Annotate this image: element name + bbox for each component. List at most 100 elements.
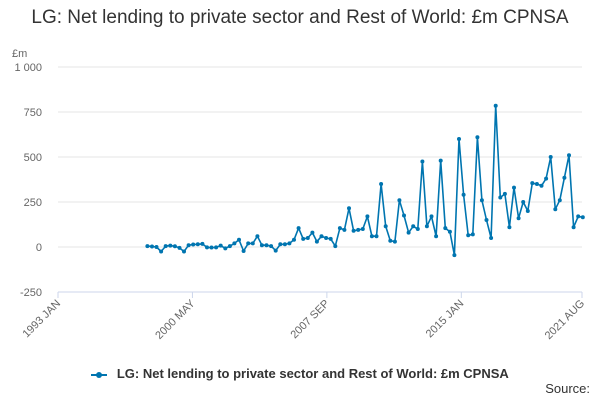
data-point <box>397 198 402 203</box>
data-point <box>521 200 526 204</box>
x-tick-label: 2000 MAY <box>153 297 198 342</box>
data-point <box>324 236 329 240</box>
data-point <box>223 246 228 251</box>
x-tick-label: 2021 AUG <box>543 298 587 342</box>
data-point <box>250 241 255 246</box>
data-point <box>186 243 191 248</box>
data-point <box>402 213 406 218</box>
data-point <box>292 237 296 242</box>
data-point <box>452 253 457 258</box>
data-point <box>489 236 494 240</box>
data-point <box>182 249 186 254</box>
data-point <box>379 182 384 186</box>
data-point <box>232 241 237 246</box>
data-point <box>406 230 411 235</box>
data-point <box>544 176 549 181</box>
data-point <box>347 206 351 211</box>
data-point <box>342 227 347 232</box>
data-point <box>434 234 439 239</box>
legend-label: LG: Net lending to private sector and Re… <box>116 366 509 381</box>
data-point <box>475 135 480 140</box>
data-point <box>328 236 333 241</box>
data-point <box>571 225 576 230</box>
y-tick-label: 1 000 <box>14 62 42 74</box>
data-point <box>516 216 521 221</box>
data-point <box>553 207 558 212</box>
data-point <box>200 241 205 246</box>
data-point <box>172 244 177 249</box>
data-point <box>466 233 471 238</box>
data-point <box>145 244 150 249</box>
data-point <box>273 248 278 253</box>
data-point <box>493 103 498 108</box>
data-point <box>205 245 209 250</box>
data-point <box>374 234 379 239</box>
y-tick-label: -250 <box>20 287 42 299</box>
data-point <box>287 241 292 246</box>
data-point <box>383 224 388 229</box>
chart-title: LG: Net lending to private sector and Re… <box>31 7 569 28</box>
data-point <box>319 234 324 239</box>
data-point <box>557 198 562 203</box>
data-point <box>388 238 393 243</box>
data-point <box>461 192 466 197</box>
data-point <box>470 232 475 237</box>
data-point <box>337 226 342 231</box>
data-point <box>177 245 182 250</box>
data-point <box>296 226 301 231</box>
data-point <box>163 244 168 249</box>
data-point <box>214 245 219 250</box>
data-point <box>539 183 544 188</box>
y-tick-label: 500 <box>24 152 42 164</box>
series-line <box>147 104 583 256</box>
x-tick-label: 2007 SEP <box>288 298 332 342</box>
y-tick-labels: -250 0 250 500 750 1 000 <box>14 62 42 299</box>
series-group <box>145 103 585 258</box>
data-point <box>191 242 196 247</box>
data-point <box>305 236 310 240</box>
data-point <box>534 182 539 186</box>
data-point <box>278 242 283 247</box>
data-point <box>498 195 503 200</box>
data-point <box>168 243 173 248</box>
data-point <box>576 214 581 219</box>
legend[interactable]: LG: Net lending to private sector and Re… <box>0 366 600 381</box>
y-gridlines <box>58 66 582 293</box>
data-point <box>237 237 241 242</box>
data-point <box>301 236 306 241</box>
data-point <box>525 209 530 213</box>
data-point <box>154 245 159 249</box>
y-tick-label: 250 <box>24 197 42 209</box>
data-point <box>241 249 246 253</box>
source-label: Source: <box>545 381 590 396</box>
data-point <box>369 234 374 239</box>
data-point <box>209 245 214 250</box>
data-point <box>356 227 361 232</box>
data-point <box>246 241 251 246</box>
data-point <box>502 191 507 196</box>
x-tick-label: 2015 JAN <box>424 298 467 341</box>
data-point <box>264 243 269 248</box>
data-point <box>333 244 338 249</box>
data-point <box>411 224 416 229</box>
legend-swatch-icon <box>91 371 108 378</box>
data-point <box>259 243 264 248</box>
data-point <box>255 234 260 239</box>
data-point <box>447 229 452 234</box>
data-point <box>360 227 365 231</box>
y-axis-unit: £m <box>12 48 27 60</box>
data-point <box>227 244 232 249</box>
data-point <box>429 214 434 219</box>
data-point <box>269 244 274 249</box>
data-point <box>218 243 223 248</box>
data-point <box>351 228 356 233</box>
data-point <box>159 249 164 254</box>
data-point <box>310 230 315 235</box>
data-point <box>507 225 512 230</box>
data-point <box>443 226 448 231</box>
data-point <box>314 239 319 244</box>
data-point <box>548 155 553 159</box>
data-point <box>424 224 429 229</box>
y-tick-label: 0 <box>36 242 42 254</box>
data-point <box>365 214 370 219</box>
